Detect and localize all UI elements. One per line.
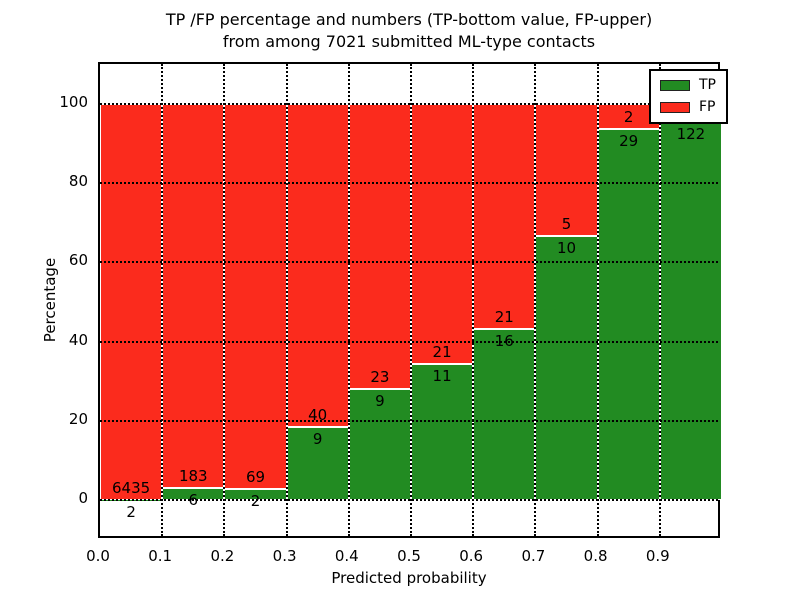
x-tick-label: 0.0	[86, 547, 110, 565]
x-tick-label: 0.4	[334, 547, 359, 565]
bar-fp-count: 2	[623, 108, 634, 127]
bar-fp-count: 40	[308, 406, 328, 425]
bar-fp-count: 183	[178, 466, 208, 485]
legend-row: FP	[660, 100, 716, 115]
bar-fp-count: 23	[370, 367, 390, 386]
gridline-horizontal	[100, 499, 718, 502]
gridline-vertical	[347, 64, 350, 536]
bar-tp-count: 2	[250, 492, 261, 511]
legend-row: TP	[660, 78, 716, 93]
x-tick-label: 0.8	[583, 547, 608, 565]
bar-tp-count: 9	[312, 430, 323, 449]
gridline-vertical	[534, 64, 537, 536]
x-tick-label: 0.9	[645, 547, 670, 565]
bar-tp-segment	[597, 129, 660, 501]
bar-tp-count: 2	[126, 503, 136, 522]
gridline-horizontal	[100, 261, 718, 264]
x-tick-label: 0.7	[521, 547, 546, 565]
legend-label: TP	[699, 77, 716, 93]
y-tick-label: 100	[59, 92, 88, 111]
x-tick-label: 0.3	[272, 547, 297, 565]
bar-tp-segment	[659, 122, 722, 501]
gridline-horizontal	[100, 420, 718, 422]
bar-fp-count: 5	[561, 214, 572, 233]
chart-title: TP /FP percentage and numbers (TP-bottom…	[98, 9, 720, 53]
bar-fp-segment	[411, 103, 474, 364]
bar-fp-segment	[224, 103, 287, 490]
gridline-vertical	[596, 64, 599, 536]
x-tick-label: 0.1	[148, 547, 173, 565]
bar-tp-count: 16	[494, 331, 514, 350]
y-tick-label: 80	[68, 172, 88, 190]
x-tick-label: 0.5	[397, 547, 421, 565]
bar-fp-count: 6435	[112, 479, 151, 498]
gridline-vertical	[223, 64, 226, 536]
x-axis-label: Predicted probability	[331, 569, 487, 587]
chart-title-line2: from among 7021 submitted ML-type contac…	[222, 32, 596, 51]
x-tick-label: 0.6	[459, 547, 484, 565]
bar-tp-count: 6	[188, 490, 199, 509]
bar-fp-count: 21	[432, 342, 452, 361]
plot-area: 6435 2 183 6 69 2 40 9 23 9 21 11 21 16 5 10 2 29 122 TP FP	[98, 62, 728, 538]
legend-label: FP	[699, 99, 716, 115]
y-tick-label: 0	[78, 489, 88, 508]
bar-tp-segment	[411, 363, 474, 501]
bar-tp-count: 10	[556, 238, 577, 257]
bar-fp-count: 21	[494, 307, 514, 326]
bar-tp-count: 122	[676, 125, 706, 144]
bar-tp-segment	[535, 235, 598, 501]
chart-title-line1: TP /FP percentage and numbers (TP-bottom…	[165, 10, 653, 29]
gridline-vertical	[658, 64, 661, 536]
tp-legend-swatch	[660, 80, 690, 91]
bar-tp-count: 29	[619, 132, 639, 151]
fp-legend-swatch	[660, 102, 690, 113]
bar-fp-segment	[286, 103, 349, 428]
x-tick-label: 0.2	[210, 547, 235, 565]
gridline-vertical	[472, 64, 475, 536]
gridline-horizontal	[100, 182, 718, 184]
y-tick-label: 60	[68, 251, 88, 270]
gridline-vertical	[410, 64, 412, 536]
bar-tp-segment	[473, 328, 536, 501]
gridline-horizontal	[100, 102, 718, 105]
legend: TP FP	[649, 69, 728, 124]
y-tick-label: 20	[68, 410, 88, 428]
bar-fp-segment	[473, 103, 536, 329]
y-tick-label: 40	[68, 330, 88, 349]
gridline-horizontal	[100, 340, 718, 343]
gridline-vertical	[161, 64, 164, 536]
bar-fp-segment	[100, 103, 163, 501]
gridline-vertical	[285, 64, 288, 536]
bar-fp-count: 69	[245, 468, 266, 487]
bar-tp-count: 11	[432, 366, 452, 385]
bar-fp-segment	[162, 103, 225, 488]
bar-fp-segment	[348, 103, 411, 389]
bar-tp-segment	[348, 388, 411, 501]
bar-tp-count: 9	[375, 391, 385, 410]
